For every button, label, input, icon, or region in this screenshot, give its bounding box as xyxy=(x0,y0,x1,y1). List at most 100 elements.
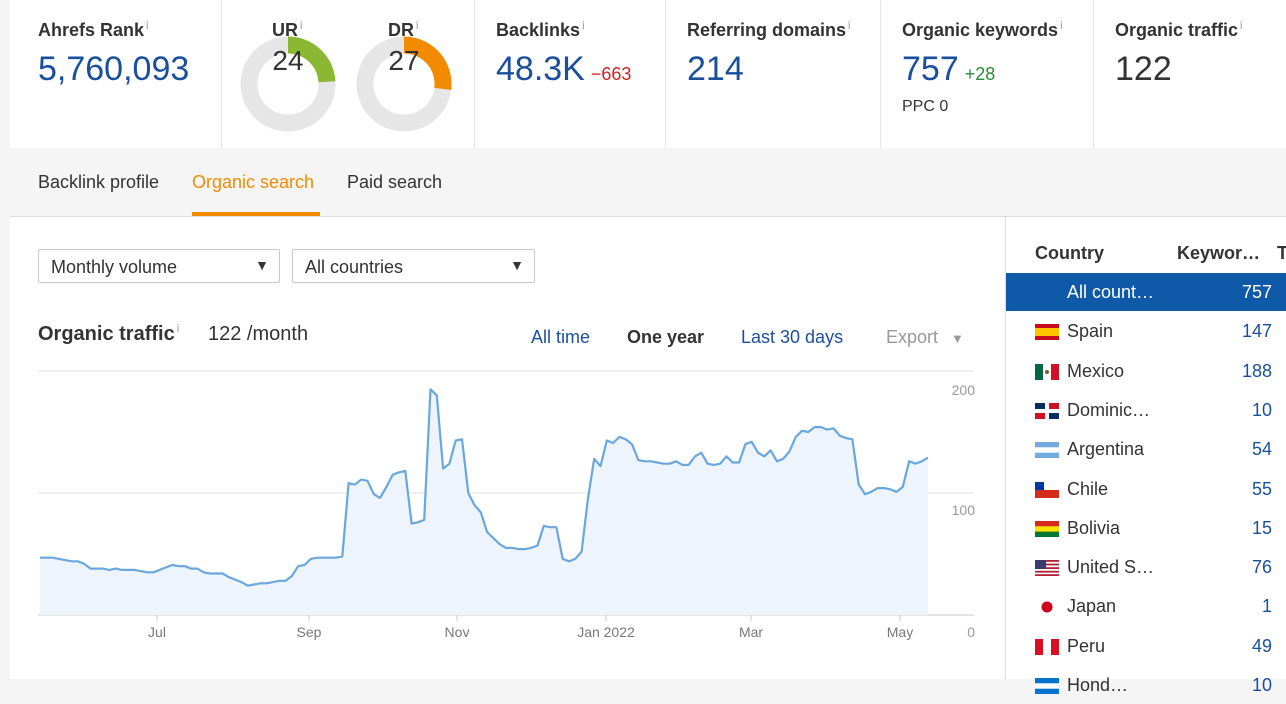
referring-domains-card: Referring domains i 214 xyxy=(665,0,881,148)
ahrefs-rank-label: Ahrefs Rank i xyxy=(38,20,149,40)
country-row[interactable]: Spain 147 xyxy=(1006,312,1286,350)
backlinks-value: 48.3K −663 xyxy=(496,50,632,88)
y-tick-label: 100 xyxy=(952,502,976,518)
tab-organic-search[interactable]: Organic search xyxy=(192,172,315,192)
dominican-republic-flag-icon xyxy=(1035,402,1059,419)
countries-select[interactable]: All countries ▼ xyxy=(292,249,535,283)
info-icon[interactable]: i xyxy=(146,20,149,32)
country-keywords-count[interactable]: 188 xyxy=(1241,360,1272,381)
y-tick-label: 0 xyxy=(967,624,975,640)
country-keywords-count[interactable]: 147 xyxy=(1241,321,1272,342)
info-icon[interactable]: i xyxy=(1240,20,1243,32)
country-keywords-count[interactable]: 55 xyxy=(1251,478,1272,499)
organic-keywords-card: Organic keywords i 757 +28 PPC 0 xyxy=(880,0,1094,148)
organic-traffic-panel: Monthly volume ▼ All countries ▼ Organic… xyxy=(10,217,1004,679)
organic-keywords-label: Organic keywords i xyxy=(902,20,1063,40)
info-icon[interactable]: i xyxy=(176,323,180,336)
country-keywords-count[interactable]: 76 xyxy=(1251,557,1272,578)
dr-label: DR i xyxy=(388,20,419,40)
chevron-down-icon: ▼ xyxy=(510,257,524,273)
range-last-30-days[interactable]: Last 30 days xyxy=(741,327,844,347)
backlinks-delta: −663 xyxy=(590,64,632,84)
report-tabs: Backlink profile Organic search Paid sea… xyxy=(10,148,1286,217)
ur-gauge-ring xyxy=(240,36,336,132)
traffic-area xyxy=(40,389,928,615)
country-row[interactable]: Argentina 54 xyxy=(1006,430,1286,468)
united-states-flag-icon xyxy=(1035,560,1059,577)
ur-dr-card: UR i 24 DR i 27 xyxy=(221,0,475,148)
japan-flag-icon xyxy=(1035,599,1059,615)
country-row[interactable]: Hond… 10 xyxy=(1006,666,1286,704)
chevron-down-icon: ▼ xyxy=(255,257,269,273)
x-tick-label: Mar xyxy=(739,624,763,640)
ur-label: UR i xyxy=(272,20,303,40)
chevron-down-icon: ▼ xyxy=(951,331,964,346)
range-all-time[interactable]: All time xyxy=(531,327,591,347)
countries-select-value: All countries xyxy=(305,257,404,277)
country-row[interactable]: Peru 49 xyxy=(1006,627,1286,665)
country-keywords-count[interactable]: 10 xyxy=(1251,399,1272,420)
export-button[interactable]: Export ▼ xyxy=(886,327,964,347)
x-tick-label: Jul xyxy=(148,624,166,640)
organic-keywords-delta: +28 xyxy=(964,64,996,84)
traffic-column-header[interactable]: T xyxy=(1277,243,1286,263)
country-keywords-count[interactable]: 15 xyxy=(1251,517,1272,538)
country-name: Japan xyxy=(1067,596,1117,617)
country-row[interactable]: United S… 76 xyxy=(1006,548,1286,586)
chart-title: Organic traffic i xyxy=(38,323,180,345)
tab-paid-search[interactable]: Paid search xyxy=(347,172,443,192)
honduras-flag-icon xyxy=(1035,678,1059,694)
chart-total-value: 122 /month xyxy=(208,323,309,345)
ur-gauge: 24 xyxy=(240,0,336,148)
country-row[interactable]: Japan 1 xyxy=(1006,587,1286,625)
countries-panel: Country Keywor… T All count… 757 Spain 147 M… xyxy=(1005,217,1286,695)
country-keywords-count[interactable]: 54 xyxy=(1251,439,1272,460)
referring-domains-label: Referring domains i xyxy=(687,20,851,40)
ur-value: 24 xyxy=(272,45,304,76)
info-icon[interactable]: i xyxy=(848,20,851,32)
dr-gauge-ring xyxy=(356,36,452,132)
organic-traffic-value: 122 xyxy=(1115,50,1172,88)
country-row[interactable]: Mexico 188 xyxy=(1006,352,1286,390)
referring-domains-value[interactable]: 214 xyxy=(687,50,744,88)
ahrefs-rank-card: Ahrefs Rank i 5,760,093 xyxy=(10,0,221,148)
country-name: All count… xyxy=(1067,282,1155,302)
info-icon[interactable]: i xyxy=(300,20,303,32)
country-row[interactable]: Chile 55 xyxy=(1006,470,1286,508)
x-tick-label: Jan 2022 xyxy=(577,624,635,640)
tab-backlink-profile[interactable]: Backlink profile xyxy=(38,172,160,192)
country-row[interactable]: Bolivia 15 xyxy=(1006,509,1286,547)
organic-traffic-label: Organic traffic i xyxy=(1115,20,1243,40)
organic-traffic-chart: Jul Sep Nov Jan 2022 Mar May 200 100 0 xyxy=(38,370,976,640)
country-row[interactable]: All count… 757 xyxy=(1006,273,1286,311)
country-name: Spain xyxy=(1067,321,1114,342)
country-keywords-count[interactable]: 1 xyxy=(1261,596,1272,617)
country-name: Chile xyxy=(1067,478,1109,499)
ahrefs-rank-value[interactable]: 5,760,093 xyxy=(38,50,190,88)
country-row[interactable]: Dominic… 10 xyxy=(1006,391,1286,429)
y-tick-label: 200 xyxy=(952,382,976,398)
country-name: Bolivia xyxy=(1067,517,1121,538)
peru-flag-icon xyxy=(1035,638,1059,655)
info-icon[interactable]: i xyxy=(582,20,585,32)
info-icon[interactable]: i xyxy=(416,20,419,32)
country-column-header[interactable]: Country xyxy=(1035,243,1104,263)
keywords-column-header[interactable]: Keywor… xyxy=(1177,243,1261,263)
info-icon[interactable]: i xyxy=(1060,20,1063,32)
bolivia-flag-icon xyxy=(1035,520,1059,537)
x-tick-label: May xyxy=(887,624,913,640)
chile-flag-icon xyxy=(1035,481,1059,498)
country-name: Peru xyxy=(1067,635,1106,656)
country-keywords-count[interactable]: 757 xyxy=(1241,282,1272,302)
country-keywords-count[interactable]: 49 xyxy=(1251,635,1272,656)
mexico-flag-icon xyxy=(1035,363,1059,380)
spain-flag-icon xyxy=(1035,324,1059,341)
range-one-year[interactable]: One year xyxy=(627,327,705,347)
backlinks-label: Backlinks i xyxy=(496,20,585,40)
organic-keywords-value: 757 +28 xyxy=(902,50,996,88)
argentina-flag-icon xyxy=(1035,442,1059,459)
country-keywords-count[interactable]: 10 xyxy=(1251,675,1272,695)
x-tick-label: Sep xyxy=(297,624,322,640)
traffic-line xyxy=(40,388,929,587)
volume-select[interactable]: Monthly volume ▼ xyxy=(38,249,280,283)
